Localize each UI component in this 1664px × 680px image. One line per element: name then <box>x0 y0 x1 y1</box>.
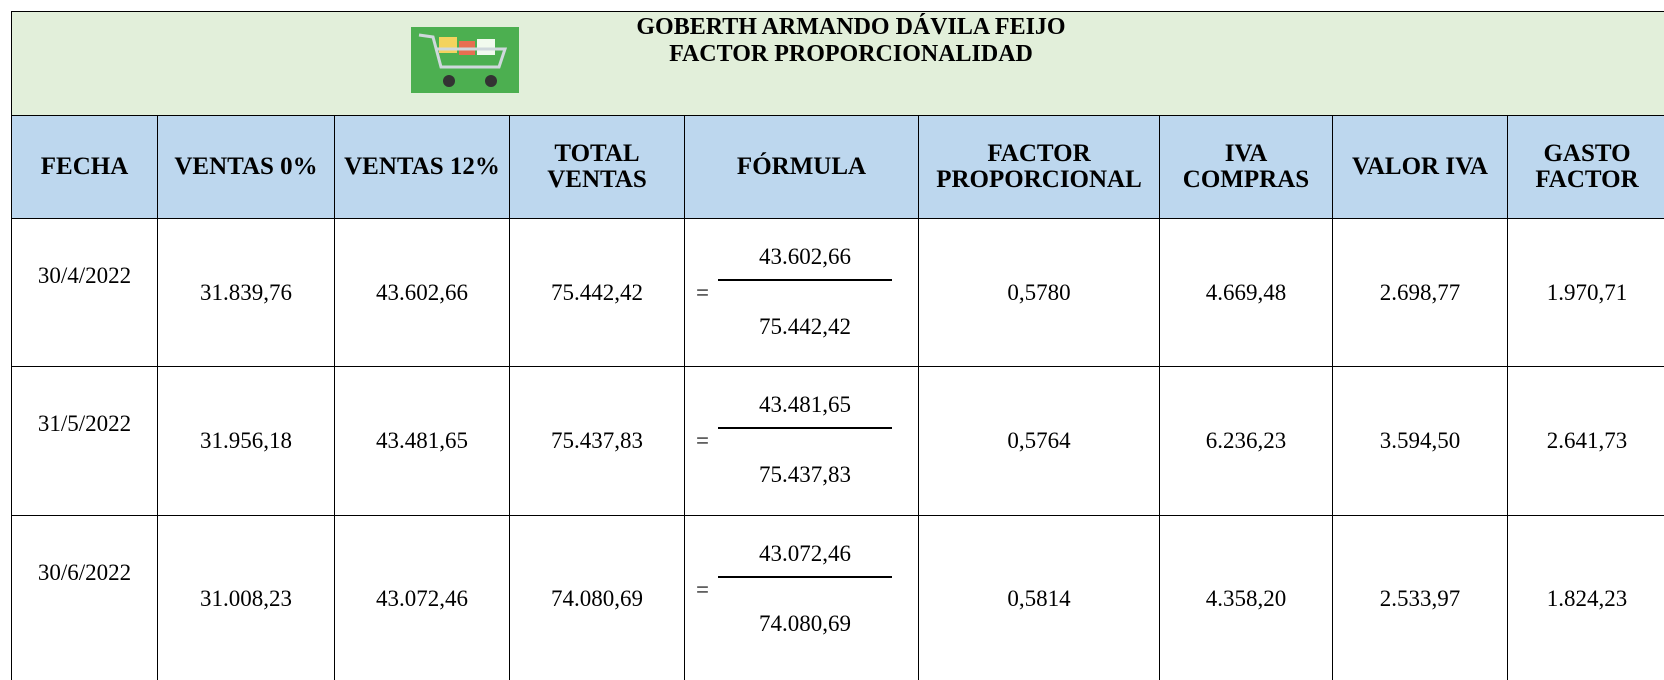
value-cell: 1.824,23 <box>1507 515 1664 680</box>
value-cell: 74.080,69 <box>509 515 684 680</box>
formula-sign: = <box>696 428 709 454</box>
value-cell: 3.594,50 <box>1332 366 1507 515</box>
formula-sign: = <box>696 280 709 306</box>
cart-icon <box>411 27 519 93</box>
value-cell: 2.698,77 <box>1332 218 1507 366</box>
value-cell: 2.533,97 <box>1332 515 1507 680</box>
title-line: GOBERTH ARMANDO DÁVILA FEIJO <box>38 14 1664 41</box>
denominator: 74.080,69 <box>718 611 892 637</box>
formula-cell <box>684 515 918 680</box>
value-cell: 2.641,73 <box>1507 366 1664 515</box>
numerator: 43.602,66 <box>718 244 892 270</box>
value-cell: 0,5814 <box>918 515 1159 680</box>
column-header: GASTO FACTOR <box>1507 115 1664 218</box>
title-band: GOBERTH ARMANDO DÁVILA FEIJO FACTOR PROP… <box>11 11 1664 115</box>
value-cell: 75.442,42 <box>509 218 684 366</box>
column-header: FÓRMULA <box>684 115 918 218</box>
column-header: VENTAS 0% <box>157 115 334 218</box>
column-header: VALOR IVA <box>1332 115 1507 218</box>
numerator: 43.481,65 <box>718 392 892 418</box>
date-cell: 30/4/2022 <box>11 218 157 366</box>
value-cell: 31.008,23 <box>157 515 334 680</box>
date-cell: 30/6/2022 <box>11 515 157 680</box>
value-cell: 0,5780 <box>918 218 1159 366</box>
value-cell: 6.236,23 <box>1159 366 1332 515</box>
value-cell: 31.956,18 <box>157 366 334 515</box>
value-cell: 43.072,46 <box>334 515 509 680</box>
numerator: 43.072,46 <box>718 541 892 567</box>
column-header: TOTAL VENTAS <box>509 115 684 218</box>
denominator: 75.442,42 <box>718 314 892 340</box>
value-cell: 4.669,48 <box>1159 218 1332 366</box>
formula-sign: = <box>696 577 709 603</box>
value-cell: 0,5764 <box>918 366 1159 515</box>
fraction-line <box>718 576 892 578</box>
title: GOBERTH ARMANDO DÁVILA FEIJO FACTOR PROP… <box>12 14 1664 68</box>
value-cell: 31.839,76 <box>157 218 334 366</box>
fraction-line <box>718 279 892 281</box>
column-header: FACTOR PROPORCIONAL <box>918 115 1159 218</box>
value-cell: 75.437,83 <box>509 366 684 515</box>
fraction-line <box>718 427 892 429</box>
value-cell: 43.602,66 <box>334 218 509 366</box>
denominator: 75.437,83 <box>718 462 892 488</box>
formula-cell <box>684 366 918 515</box>
column-header: FECHA <box>11 115 157 218</box>
formula-cell <box>684 218 918 366</box>
column-header: IVA COMPRAS <box>1159 115 1332 218</box>
page: GOBERTH ARMANDO DÁVILA FEIJO FACTOR PROP… <box>0 0 1664 680</box>
value-cell: 4.358,20 <box>1159 515 1332 680</box>
value-cell: 43.481,65 <box>334 366 509 515</box>
value-cell: 1.970,71 <box>1507 218 1664 366</box>
column-header: VENTAS 12% <box>334 115 509 218</box>
date-cell: 31/5/2022 <box>11 366 157 515</box>
title-line: FACTOR PROPORCIONALIDAD <box>38 41 1664 68</box>
